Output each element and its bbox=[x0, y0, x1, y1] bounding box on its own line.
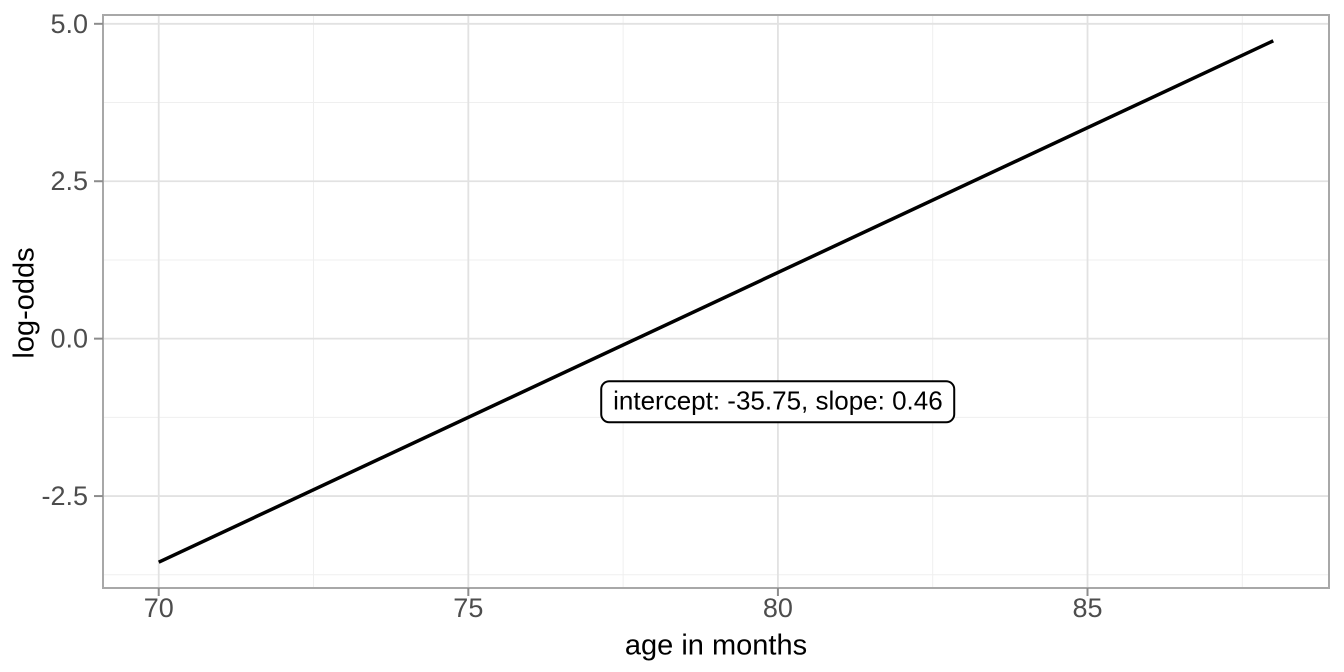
axis-tick-labels: 70 75 80 85 5.0 2.5 0.0 -2.5 bbox=[41, 9, 1102, 623]
x-tick-label: 80 bbox=[763, 593, 793, 623]
log-odds-line bbox=[157, 39, 1275, 564]
y-tick-label: 0.0 bbox=[50, 324, 88, 354]
x-tick-label: 75 bbox=[453, 593, 483, 623]
y-tick-label: 5.0 bbox=[50, 9, 88, 39]
major-gridlines bbox=[103, 15, 1329, 588]
axis-tick-marks bbox=[94, 22, 1089, 596]
x-tick-label: 70 bbox=[144, 593, 174, 623]
x-axis-title: age in months bbox=[624, 629, 808, 662]
y-axis-title: log-odds bbox=[8, 246, 41, 359]
model-coefficients-label: intercept: -35.75, slope: 0.46 bbox=[600, 379, 956, 424]
regression-line bbox=[157, 39, 1275, 564]
x-tick-label: 85 bbox=[1072, 593, 1102, 623]
panel-border-rect bbox=[102, 14, 1330, 589]
y-tick-label: -2.5 bbox=[41, 481, 88, 511]
y-tick-label: 2.5 bbox=[50, 166, 88, 196]
panel-border bbox=[102, 14, 1330, 589]
